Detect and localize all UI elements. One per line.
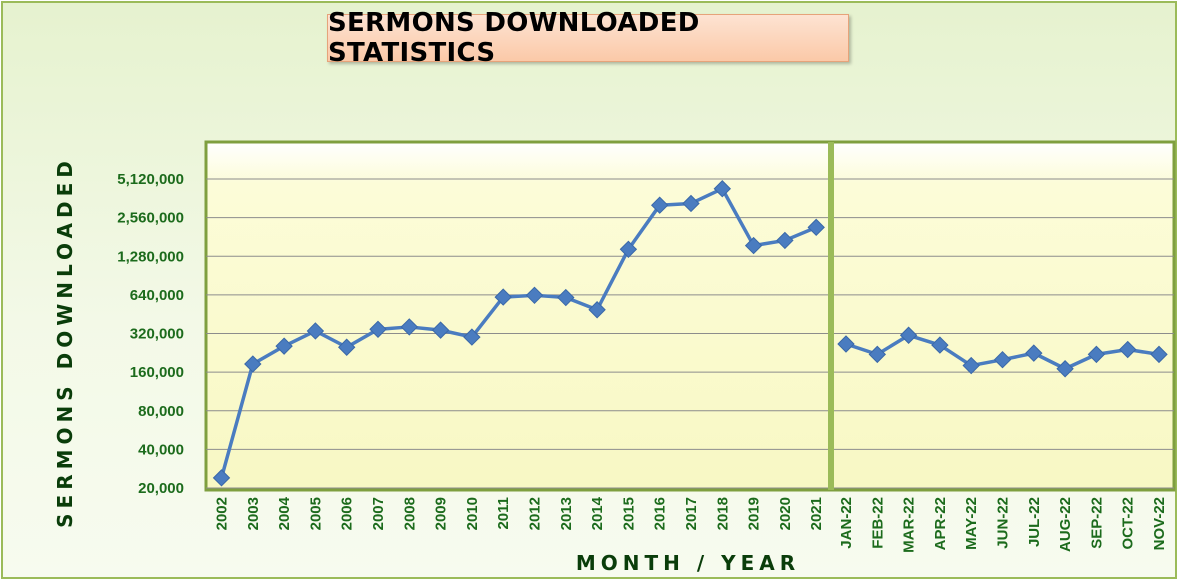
yearly-point <box>525 286 544 305</box>
y-tick-label: 640,000 <box>130 287 184 304</box>
yearly-point <box>807 218 825 237</box>
chart-title-box: SERMONS DOWNLOADED STATISTICS <box>327 8 849 68</box>
y-tick-label: 2,560,000 <box>117 210 184 227</box>
x-tick-label: 2011 <box>495 497 512 530</box>
x-tick-label: SEP-22 <box>1088 497 1105 549</box>
monthly-point <box>899 326 918 344</box>
x-tick-label: 2016 <box>652 497 669 530</box>
monthly-point <box>962 356 980 375</box>
x-tick-label: 2019 <box>746 497 763 530</box>
monthly-point <box>1150 345 1168 364</box>
monthly-point <box>993 350 1012 369</box>
x-tick-label: JUL-22 <box>1026 497 1043 547</box>
monthly-point <box>1118 340 1137 359</box>
yearly-point <box>650 196 669 214</box>
yearly-point <box>713 180 732 198</box>
yearly-point <box>557 288 575 307</box>
x-tick-label: 2012 <box>527 497 544 530</box>
x-tick-label: 2021 <box>808 497 825 530</box>
yearly-point <box>369 320 387 339</box>
y-axis-ticks: 20,000 40,000 80,000 160,000 320,000 640,000 1… <box>117 171 184 497</box>
yearly-point <box>337 338 356 356</box>
x-tick-label: 2009 <box>433 497 450 530</box>
x-tick-label: 2018 <box>714 497 731 530</box>
gridlines <box>206 142 1174 490</box>
yearly-point <box>244 355 262 373</box>
x-tick-label: 2006 <box>339 497 356 530</box>
x-tick-label: 2004 <box>276 496 293 530</box>
y-tick-label: 5,120,000 <box>117 171 184 188</box>
yearly-point <box>463 328 481 346</box>
plot-area <box>204 140 1176 492</box>
x-tick-label: 2017 <box>683 497 700 530</box>
x-tick-label: FEB-22 <box>869 497 886 549</box>
yearly-point <box>494 288 512 306</box>
x-tick-label: NOV-22 <box>1151 497 1168 550</box>
x-tick-label: AUG-22 <box>1057 497 1074 552</box>
monthly-point <box>868 345 887 364</box>
y-tick-label: 20,000 <box>138 480 184 497</box>
monthly-point <box>931 336 949 354</box>
monthly-point <box>1056 360 1074 378</box>
y-tick-label: 1,280,000 <box>117 248 184 265</box>
yearly-point <box>212 469 231 487</box>
yearly-point <box>588 301 606 319</box>
chart-title: SERMONS DOWNLOADED STATISTICS <box>328 8 700 68</box>
x-tick-label: APR-22 <box>932 497 949 550</box>
x-axis-ticks: 2002 2003 2004 2005 2006 2007 2008 2009 2010 2011… <box>214 496 1169 552</box>
x-tick-label: 2015 <box>620 497 637 530</box>
monthly-point <box>1087 345 1106 364</box>
plot-background <box>204 140 1176 492</box>
monthly-point <box>1025 344 1043 362</box>
x-tick-label: MAY-22 <box>963 497 980 550</box>
x-tick-label: 2014 <box>589 496 606 530</box>
x-tick-label: OCT-22 <box>1120 497 1137 550</box>
yearly-point <box>682 194 700 213</box>
y-tick-label: 320,000 <box>130 326 184 343</box>
series-points <box>212 180 1168 487</box>
yearly-point <box>744 236 763 255</box>
x-tick-label: JUN-22 <box>995 497 1012 549</box>
x-tick-label: 2007 <box>370 497 387 530</box>
x-tick-label: 2003 <box>245 497 262 530</box>
x-tick-label: 2010 <box>464 497 481 530</box>
yearly-point <box>431 321 450 339</box>
period-divider <box>828 142 834 490</box>
x-tick-label: 2005 <box>307 497 324 530</box>
yearly-point <box>306 322 325 340</box>
x-tick-label: 2008 <box>401 497 418 530</box>
x-axis-title: MONTH / YEAR <box>576 551 800 575</box>
y-axis-title: SERMONS DOWNLOADED <box>53 156 77 528</box>
yearly-point <box>275 337 293 355</box>
y-tick-label: 40,000 <box>138 441 184 458</box>
yearly-point <box>619 240 638 259</box>
x-tick-label: 2002 <box>214 497 231 530</box>
monthly-point <box>837 335 855 353</box>
yearly-point <box>776 231 794 250</box>
x-tick-label: JAN-22 <box>838 497 855 549</box>
y-tick-label: 160,000 <box>130 364 184 381</box>
x-tick-label: MAR-22 <box>901 497 918 553</box>
yearly-point <box>400 318 419 336</box>
x-tick-label: 2020 <box>777 497 794 530</box>
x-tick-label: 2013 <box>558 497 575 530</box>
y-tick-label: 80,000 <box>138 403 184 420</box>
